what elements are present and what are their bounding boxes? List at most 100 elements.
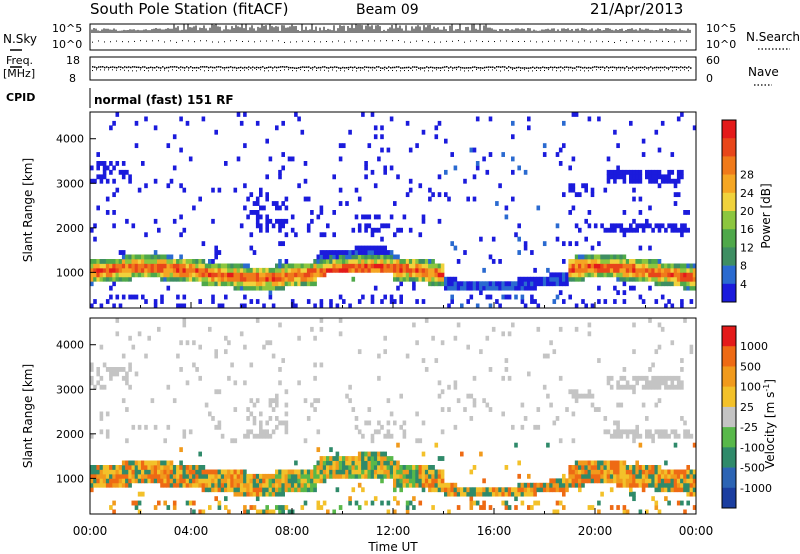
heatmap-cell (147, 473, 151, 479)
heatmap-cell (208, 263, 212, 269)
heatmap-cell (600, 469, 604, 475)
nave-point (264, 70, 265, 72)
nave-point (628, 69, 629, 71)
heatmap-cell (692, 482, 697, 488)
heatmap-cell (319, 263, 324, 269)
heatmap-cell (137, 460, 142, 466)
noise-search-dot (656, 40, 657, 42)
heatmap-cell (488, 116, 493, 122)
heatmap-cell (625, 267, 630, 273)
heatmap-cell (600, 254, 604, 260)
heatmap-cell (182, 294, 187, 300)
heatmap-cell (137, 331, 142, 337)
heatmap-cell (616, 420, 620, 426)
heatmap-cell (686, 433, 690, 439)
heatmap-cell (208, 469, 212, 475)
heatmap-cell (584, 267, 588, 273)
heatmap-cell (641, 478, 646, 484)
nave-point (668, 69, 669, 71)
heatmap-cell (574, 389, 579, 395)
heatmap-cell (310, 326, 314, 332)
heatmap-cell (641, 487, 646, 493)
freq-unit-label: [MHz] (3, 67, 35, 80)
heatmap-cell (584, 393, 588, 399)
heatmap-cell (660, 478, 665, 484)
heatmap-cell (555, 152, 560, 157)
heatmap-cell (625, 227, 630, 233)
nave-point (100, 69, 101, 71)
heatmap-cell (287, 156, 292, 162)
frequency-point (388, 66, 390, 68)
heatmap-cell (597, 299, 601, 304)
heatmap-cell (686, 473, 690, 479)
heatmap-cell (278, 491, 282, 497)
nave-point (380, 70, 381, 72)
heatmap-cell (303, 500, 308, 506)
heatmap-cell (616, 460, 620, 466)
heatmap-cell (676, 482, 681, 488)
heatmap-cell (380, 465, 384, 470)
heatmap-cell (654, 263, 659, 269)
nave-point (544, 70, 545, 72)
heatmap-cell (373, 285, 378, 291)
frequency-point (288, 66, 290, 69)
colorbar-swatch (722, 211, 736, 230)
heatmap-cell (90, 380, 94, 386)
heatmap-cell (96, 380, 100, 386)
noise-search-dot (188, 40, 189, 42)
heatmap-cell (453, 487, 458, 493)
heatmap-cell (549, 482, 553, 488)
heatmap-cell (466, 393, 470, 399)
heatmap-cell (316, 272, 321, 278)
heatmap-cell (402, 267, 407, 273)
heatmap-cell (163, 254, 167, 260)
heatmap-cell (220, 482, 225, 488)
nave-point (432, 70, 433, 72)
heatmap-cell (281, 358, 285, 363)
heatmap-cell (150, 254, 155, 260)
heatmap-cell (227, 469, 231, 475)
noise-search-dot (170, 40, 171, 42)
heatmap-cell (587, 505, 592, 510)
heatmap-cell (287, 276, 292, 282)
heatmap-cell (109, 169, 113, 175)
frequency-point (606, 66, 608, 68)
heatmap-cell (90, 487, 94, 493)
heatmap-cell (128, 478, 132, 484)
heatmap-cell (418, 276, 423, 282)
heatmap-cell (648, 482, 652, 488)
heatmap-cell (243, 303, 247, 309)
heatmap-cell (437, 174, 442, 180)
heatmap-cell (271, 303, 276, 309)
heatmap-cell (354, 263, 359, 269)
heatmap-cell (112, 165, 116, 171)
heatmap-cell (121, 254, 126, 260)
heatmap-cell (332, 232, 336, 238)
heatmap-cell (498, 491, 502, 497)
frequency-point (104, 66, 106, 69)
frequency-point (112, 66, 114, 68)
heatmap-cell (396, 469, 400, 475)
heatmap-cell (389, 214, 394, 220)
heatmap-cell (313, 398, 317, 404)
heatmap-cell (169, 259, 174, 264)
frequency-point (632, 66, 634, 68)
y-tick-label: 4000 (56, 133, 84, 146)
heatmap-cell (297, 276, 301, 282)
frequency-point (572, 67, 574, 69)
heatmap-cell (102, 165, 107, 171)
heatmap-cell (555, 294, 560, 300)
heatmap-cell (444, 192, 448, 198)
heatmap-cell (370, 451, 375, 457)
heatmap-cell (673, 183, 678, 189)
frequency-point (414, 66, 416, 68)
noise-search-dot (224, 41, 225, 43)
heatmap-cell (233, 263, 238, 269)
heatmap-cell (192, 482, 196, 488)
heatmap-cell (638, 294, 643, 300)
heatmap-cell (664, 460, 668, 466)
heatmap-cell (421, 214, 426, 220)
heatmap-cell (364, 465, 368, 470)
heatmap-cell (268, 402, 273, 408)
heatmap-cell (217, 505, 222, 510)
